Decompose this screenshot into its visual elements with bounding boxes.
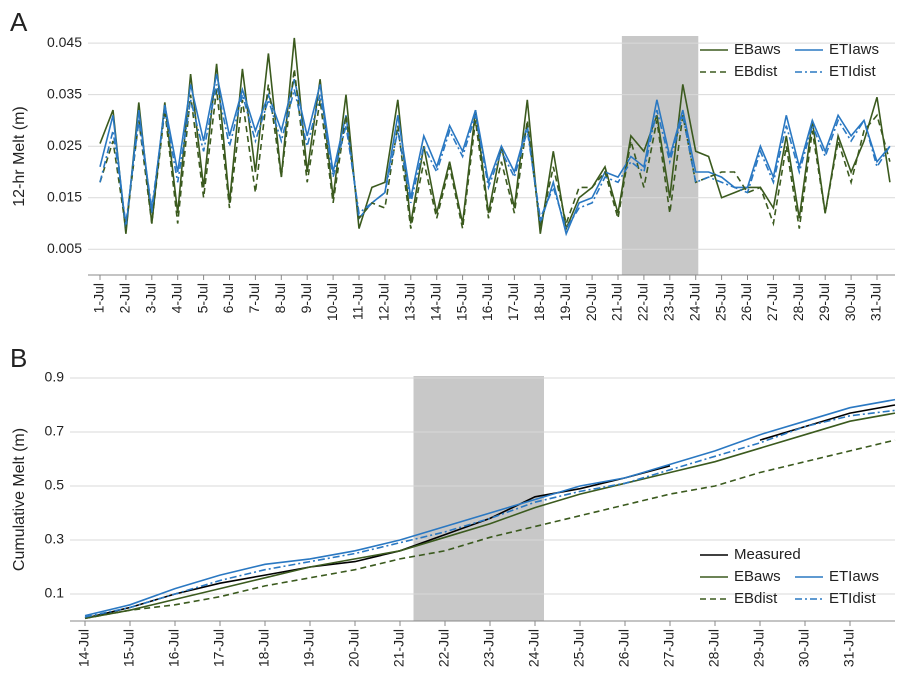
x-tick-label: 11-Jul <box>350 283 366 320</box>
x-tick-label: 13-Jul <box>402 283 418 321</box>
x-tick-label: 29-Jul <box>751 629 767 667</box>
x-tick-label: 15-Jul <box>453 283 469 321</box>
x-tick-label: 19-Jul <box>301 629 317 667</box>
series-line <box>99 68 891 229</box>
series-line <box>84 409 896 618</box>
x-tick-label: 15-Jul <box>121 629 137 667</box>
x-tick-label: 4-Jul <box>168 283 184 313</box>
x-tick-label: 20-Jul <box>583 283 599 321</box>
legend-label: EBaws <box>734 568 781 585</box>
panel-label: B <box>10 343 27 373</box>
series-line <box>99 73 891 237</box>
x-tick-label: 17-Jul <box>505 283 521 321</box>
x-tick-label: 22-Jul <box>635 283 651 321</box>
x-tick-label: 22-Jul <box>436 629 452 667</box>
x-tick-label: 2-Jul <box>117 283 133 313</box>
x-tick-label: 9-Jul <box>298 283 314 313</box>
legend-label: EBdist <box>734 590 778 607</box>
y-tick-label: 0.9 <box>45 369 65 385</box>
series-line <box>99 37 891 234</box>
x-tick-label: 20-Jul <box>346 629 362 667</box>
x-tick-label: 10-Jul <box>324 283 340 321</box>
x-tick-label: 19-Jul <box>557 283 573 321</box>
x-tick-label: 27-Jul <box>764 283 780 321</box>
x-tick-label: 23-Jul <box>661 283 677 321</box>
y-axis-label: Cumulative Melt (m) <box>11 428 28 571</box>
x-tick-label: 18-Jul <box>531 283 547 321</box>
legend-label: ETIaws <box>829 568 879 585</box>
x-tick-label: 16-Jul <box>166 629 182 667</box>
x-tick-label: 5-Jul <box>194 283 210 313</box>
x-tick-label: 21-Jul <box>609 283 625 321</box>
series-line <box>84 398 896 617</box>
panel-label: A <box>10 7 28 37</box>
x-tick-label: 16-Jul <box>479 283 495 321</box>
y-tick-label: 0.005 <box>47 240 82 256</box>
x-tick-label: 12-Jul <box>376 283 392 321</box>
series-line <box>84 439 896 620</box>
x-tick-label: 28-Jul <box>790 283 806 321</box>
series-line <box>99 84 891 231</box>
x-tick-label: 31-Jul <box>841 629 857 667</box>
legend-label: ETIdist <box>829 63 877 80</box>
y-axis-label: 12-hr Melt (m) <box>11 106 28 206</box>
x-tick-label: 7-Jul <box>246 283 262 313</box>
x-tick-label: 14-Jul <box>76 629 92 667</box>
y-tick-label: 0.5 <box>45 477 65 493</box>
x-tick-label: 25-Jul <box>712 283 728 321</box>
x-tick-label: 3-Jul <box>143 283 159 313</box>
x-tick-label: 26-Jul <box>738 283 754 321</box>
legend-label: ETIaws <box>829 41 879 58</box>
y-tick-label: 0.025 <box>47 137 82 153</box>
x-tick-label: 29-Jul <box>816 283 832 321</box>
y-tick-label: 0.1 <box>45 585 65 601</box>
x-tick-label: 1-Jul <box>91 283 107 313</box>
x-tick-label: 17-Jul <box>211 629 227 667</box>
x-tick-label: 30-Jul <box>796 629 812 667</box>
x-tick-label: 8-Jul <box>272 283 288 313</box>
y-tick-label: 0.7 <box>45 423 65 439</box>
legend-label: EBdist <box>734 63 778 80</box>
shaded-period <box>621 36 699 275</box>
x-tick-label: 25-Jul <box>571 629 587 667</box>
x-tick-label: 26-Jul <box>616 629 632 667</box>
y-tick-label: 0.3 <box>45 531 65 547</box>
series-line <box>84 412 896 620</box>
x-tick-label: 27-Jul <box>661 629 677 667</box>
legend-label: EBaws <box>734 41 781 58</box>
x-tick-label: 24-Jul <box>526 629 542 667</box>
x-tick-label: 14-Jul <box>427 283 443 321</box>
x-tick-label: 18-Jul <box>256 629 272 667</box>
x-tick-label: 23-Jul <box>481 629 497 667</box>
x-tick-label: 6-Jul <box>220 283 236 313</box>
x-tick-label: 21-Jul <box>391 629 407 667</box>
y-tick-label: 0.035 <box>47 85 82 101</box>
legend-label: ETIdist <box>829 590 877 607</box>
shaded-period <box>413 376 544 621</box>
y-tick-label: 0.015 <box>47 188 82 204</box>
x-tick-label: 31-Jul <box>868 283 884 321</box>
x-tick-label: 28-Jul <box>706 629 722 667</box>
x-tick-label: 24-Jul <box>686 283 702 321</box>
y-tick-label: 0.045 <box>47 34 82 50</box>
x-tick-label: 30-Jul <box>842 283 858 321</box>
legend-label: Measured <box>734 546 801 563</box>
